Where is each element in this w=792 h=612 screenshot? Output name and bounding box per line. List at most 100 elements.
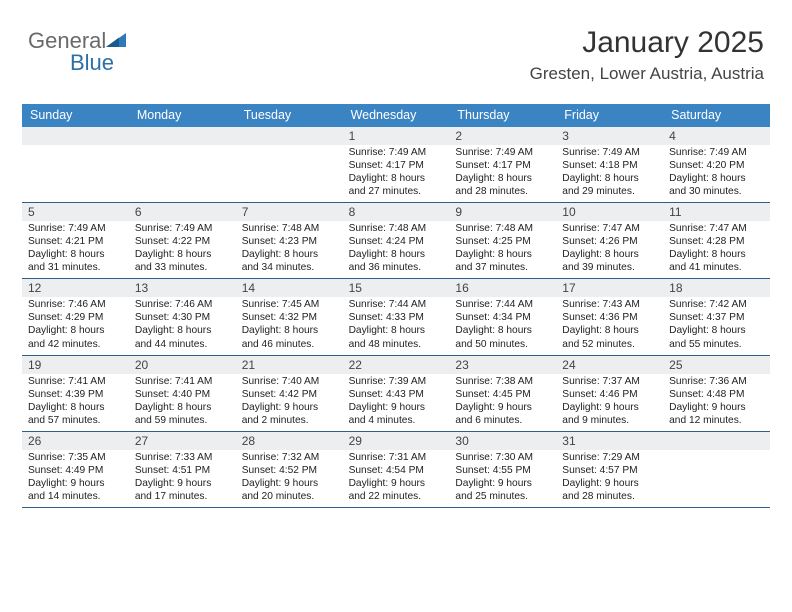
- day-number: 13: [129, 279, 236, 297]
- day-number: 12: [22, 279, 129, 297]
- sunset-text: Sunset: 4:25 PM: [455, 235, 552, 248]
- daylight-text-1: Daylight: 8 hours: [669, 248, 766, 261]
- week-row: 1Sunrise: 7:49 AMSunset: 4:17 PMDaylight…: [22, 127, 770, 203]
- day-cell: 2Sunrise: 7:49 AMSunset: 4:17 PMDaylight…: [449, 127, 556, 202]
- day-cell: 12Sunrise: 7:46 AMSunset: 4:29 PMDayligh…: [22, 279, 129, 354]
- day-number: 3: [556, 127, 663, 145]
- daylight-text-2: and 2 minutes.: [242, 414, 339, 427]
- sunset-text: Sunset: 4:30 PM: [135, 311, 232, 324]
- day-cell: 11Sunrise: 7:47 AMSunset: 4:28 PMDayligh…: [663, 203, 770, 278]
- daylight-text-2: and 28 minutes.: [455, 185, 552, 198]
- day-info: Sunrise: 7:38 AMSunset: 4:45 PMDaylight:…: [449, 374, 556, 431]
- sunset-text: Sunset: 4:52 PM: [242, 464, 339, 477]
- sunset-text: Sunset: 4:36 PM: [562, 311, 659, 324]
- sunset-text: Sunset: 4:37 PM: [669, 311, 766, 324]
- sunset-text: Sunset: 4:46 PM: [562, 388, 659, 401]
- sunrise-text: Sunrise: 7:38 AM: [455, 375, 552, 388]
- sunrise-text: Sunrise: 7:35 AM: [28, 451, 125, 464]
- daylight-text-2: and 55 minutes.: [669, 338, 766, 351]
- daylight-text-1: Daylight: 9 hours: [669, 401, 766, 414]
- weekday-header: Sunday Monday Tuesday Wednesday Thursday…: [22, 104, 770, 127]
- day-number: 19: [22, 356, 129, 374]
- day-info: Sunrise: 7:46 AMSunset: 4:29 PMDaylight:…: [22, 297, 129, 354]
- day-number: 21: [236, 356, 343, 374]
- day-number: 14: [236, 279, 343, 297]
- sunrise-text: Sunrise: 7:41 AM: [28, 375, 125, 388]
- sunrise-text: Sunrise: 7:49 AM: [28, 222, 125, 235]
- sunset-text: Sunset: 4:20 PM: [669, 159, 766, 172]
- daylight-text-2: and 41 minutes.: [669, 261, 766, 274]
- sunset-text: Sunset: 4:18 PM: [562, 159, 659, 172]
- day-cell: 18Sunrise: 7:42 AMSunset: 4:37 PMDayligh…: [663, 279, 770, 354]
- day-number: 26: [22, 432, 129, 450]
- day-info: Sunrise: 7:29 AMSunset: 4:57 PMDaylight:…: [556, 450, 663, 507]
- day-info: Sunrise: 7:48 AMSunset: 4:24 PMDaylight:…: [343, 221, 450, 278]
- daylight-text-1: Daylight: 8 hours: [562, 324, 659, 337]
- daylight-text-1: Daylight: 8 hours: [455, 172, 552, 185]
- page-subtitle: Gresten, Lower Austria, Austria: [530, 64, 764, 84]
- sunrise-text: Sunrise: 7:29 AM: [562, 451, 659, 464]
- dayname-tuesday: Tuesday: [236, 104, 343, 127]
- sunrise-text: Sunrise: 7:49 AM: [669, 146, 766, 159]
- sunrise-text: Sunrise: 7:47 AM: [669, 222, 766, 235]
- day-cell: [22, 127, 129, 202]
- day-cell: 26Sunrise: 7:35 AMSunset: 4:49 PMDayligh…: [22, 432, 129, 507]
- calendar: Sunday Monday Tuesday Wednesday Thursday…: [22, 104, 770, 508]
- day-info: Sunrise: 7:36 AMSunset: 4:48 PMDaylight:…: [663, 374, 770, 431]
- daylight-text-1: Daylight: 8 hours: [455, 324, 552, 337]
- day-cell: 13Sunrise: 7:46 AMSunset: 4:30 PMDayligh…: [129, 279, 236, 354]
- day-cell: 9Sunrise: 7:48 AMSunset: 4:25 PMDaylight…: [449, 203, 556, 278]
- day-cell: 5Sunrise: 7:49 AMSunset: 4:21 PMDaylight…: [22, 203, 129, 278]
- day-cell: 14Sunrise: 7:45 AMSunset: 4:32 PMDayligh…: [236, 279, 343, 354]
- sunrise-text: Sunrise: 7:36 AM: [669, 375, 766, 388]
- sunset-text: Sunset: 4:42 PM: [242, 388, 339, 401]
- day-cell: 8Sunrise: 7:48 AMSunset: 4:24 PMDaylight…: [343, 203, 450, 278]
- day-cell: 15Sunrise: 7:44 AMSunset: 4:33 PMDayligh…: [343, 279, 450, 354]
- daylight-text-1: Daylight: 8 hours: [349, 248, 446, 261]
- daylight-text-2: and 4 minutes.: [349, 414, 446, 427]
- daylight-text-2: and 46 minutes.: [242, 338, 339, 351]
- sunset-text: Sunset: 4:17 PM: [349, 159, 446, 172]
- sunrise-text: Sunrise: 7:30 AM: [455, 451, 552, 464]
- daylight-text-1: Daylight: 9 hours: [562, 477, 659, 490]
- day-cell: 3Sunrise: 7:49 AMSunset: 4:18 PMDaylight…: [556, 127, 663, 202]
- daylight-text-1: Daylight: 8 hours: [28, 401, 125, 414]
- day-number: 27: [129, 432, 236, 450]
- day-number: 1: [343, 127, 450, 145]
- day-cell: 25Sunrise: 7:36 AMSunset: 4:48 PMDayligh…: [663, 356, 770, 431]
- day-cell: 20Sunrise: 7:41 AMSunset: 4:40 PMDayligh…: [129, 356, 236, 431]
- sunrise-text: Sunrise: 7:49 AM: [135, 222, 232, 235]
- sunset-text: Sunset: 4:49 PM: [28, 464, 125, 477]
- sunrise-text: Sunrise: 7:43 AM: [562, 298, 659, 311]
- day-cell: 4Sunrise: 7:49 AMSunset: 4:20 PMDaylight…: [663, 127, 770, 202]
- daylight-text-1: Daylight: 8 hours: [349, 324, 446, 337]
- daylight-text-1: Daylight: 8 hours: [28, 248, 125, 261]
- day-cell: [236, 127, 343, 202]
- daylight-text-1: Daylight: 9 hours: [455, 477, 552, 490]
- day-info: Sunrise: 7:39 AMSunset: 4:43 PMDaylight:…: [343, 374, 450, 431]
- sunset-text: Sunset: 4:43 PM: [349, 388, 446, 401]
- week-row: 5Sunrise: 7:49 AMSunset: 4:21 PMDaylight…: [22, 203, 770, 279]
- day-number: 20: [129, 356, 236, 374]
- daylight-text-1: Daylight: 8 hours: [349, 172, 446, 185]
- day-info: Sunrise: 7:49 AMSunset: 4:18 PMDaylight:…: [556, 145, 663, 202]
- day-info: Sunrise: 7:47 AMSunset: 4:26 PMDaylight:…: [556, 221, 663, 278]
- daylight-text-1: Daylight: 8 hours: [562, 172, 659, 185]
- daylight-text-2: and 48 minutes.: [349, 338, 446, 351]
- sunset-text: Sunset: 4:48 PM: [669, 388, 766, 401]
- day-info: Sunrise: 7:31 AMSunset: 4:54 PMDaylight:…: [343, 450, 450, 507]
- daylight-text-2: and 14 minutes.: [28, 490, 125, 503]
- sunrise-text: Sunrise: 7:45 AM: [242, 298, 339, 311]
- day-cell: 21Sunrise: 7:40 AMSunset: 4:42 PMDayligh…: [236, 356, 343, 431]
- sunset-text: Sunset: 4:29 PM: [28, 311, 125, 324]
- daylight-text-2: and 39 minutes.: [562, 261, 659, 274]
- daylight-text-2: and 28 minutes.: [562, 490, 659, 503]
- day-info: Sunrise: 7:37 AMSunset: 4:46 PMDaylight:…: [556, 374, 663, 431]
- sunset-text: Sunset: 4:34 PM: [455, 311, 552, 324]
- sunrise-text: Sunrise: 7:49 AM: [455, 146, 552, 159]
- daylight-text-1: Daylight: 8 hours: [562, 248, 659, 261]
- daylight-text-2: and 33 minutes.: [135, 261, 232, 274]
- day-number: 30: [449, 432, 556, 450]
- daylight-text-1: Daylight: 8 hours: [135, 248, 232, 261]
- sunset-text: Sunset: 4:39 PM: [28, 388, 125, 401]
